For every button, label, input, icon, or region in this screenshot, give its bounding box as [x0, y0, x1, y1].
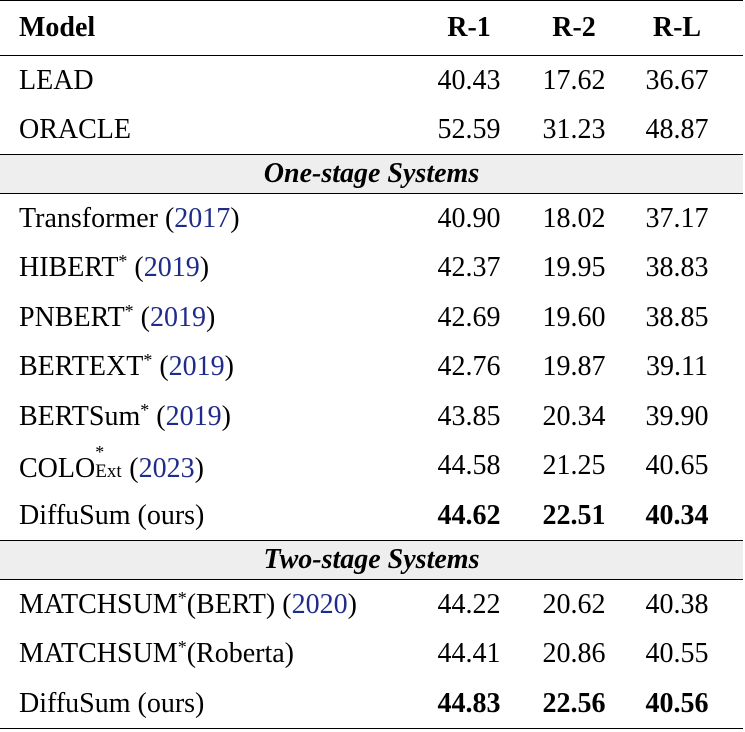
score-r2: 20.34: [542, 400, 606, 432]
table-row-oracle: ORACLE 52.59 31.23 48.87: [0, 105, 743, 155]
score-rl: 40.34: [645, 499, 709, 531]
model-name-cell: HIBERT* (2019): [19, 251, 210, 284]
table-row-matchsum-bert: MATCHSUM*(BERT) (2020) 44.22 20.62 40.38: [0, 580, 743, 630]
score-r1: 40.43: [437, 64, 501, 96]
score-r2: 22.56: [523, 679, 625, 730]
model-name: BERTSum: [19, 400, 141, 432]
model-name: HIBERT: [19, 252, 119, 284]
asterisk-mark: *: [118, 251, 128, 272]
score-r1: 52.59: [437, 113, 501, 145]
score-r2: 18.02: [542, 202, 606, 234]
score-r1: 40.90: [437, 202, 501, 234]
model-name: ORACLE: [19, 113, 131, 145]
score-rl: 40.55: [645, 638, 709, 670]
header-r2: R-2: [523, 0, 625, 56]
asterisk-mark: *: [95, 442, 105, 463]
score-rl: 39.90: [645, 400, 709, 432]
score-r2: 21.25: [542, 450, 606, 482]
score-rl: 39.11: [646, 351, 708, 383]
model-name-cell: MATCHSUM*(BERT) (2020): [19, 587, 357, 620]
citation-link[interactable]: 2019: [165, 400, 222, 432]
section-title: Two-stage Systems: [0, 540, 743, 581]
table-row-transformer: Transformer (2017) 40.90 18.02 37.17: [0, 194, 743, 244]
citation-link[interactable]: 2023: [138, 453, 195, 485]
super-sub-script: * Ext: [95, 443, 129, 481]
score-r2: 20.86: [542, 638, 606, 670]
section-two-stage: Two-stage Systems: [0, 540, 743, 581]
asterisk-mark: *: [177, 637, 187, 658]
model-name-cell: PNBERT* (2019): [19, 300, 216, 333]
model-variant: (Roberta): [186, 638, 294, 670]
score-rl: 40.38: [645, 588, 709, 620]
header-r1: R-1: [413, 0, 523, 56]
asterisk-mark: *: [177, 587, 187, 608]
model-name-cell: BERTSum* (2019): [19, 399, 231, 432]
table-row-lead: LEAD 40.43 17.62 36.67: [0, 56, 743, 106]
score-rl: 48.87: [645, 113, 709, 145]
score-rl: 38.85: [645, 301, 709, 333]
model-name: COLO: [19, 453, 96, 485]
citation-link[interactable]: 2017: [174, 202, 231, 234]
score-rl: 37.17: [645, 202, 709, 234]
model-name-cell: MATCHSUM*(Roberta): [0, 629, 413, 679]
model-name: LEAD: [19, 64, 94, 96]
citation-link[interactable]: 2019: [168, 351, 225, 383]
header-rl: R-L: [625, 0, 743, 56]
score-r2: 31.23: [542, 113, 606, 145]
model-name: MATCHSUM: [19, 638, 178, 670]
model-name: MATCHSUM: [19, 588, 178, 620]
score-rl: 40.65: [645, 450, 709, 482]
model-name-cell: Transformer (2017): [19, 202, 240, 234]
asterisk-mark: *: [124, 300, 134, 321]
score-r1: 44.58: [437, 450, 501, 482]
citation-link[interactable]: 2019: [150, 301, 206, 333]
table-row-diffusum-two-stage: DiffuSum (ours) 44.83 22.56 40.56: [0, 679, 743, 730]
score-rl: 38.83: [645, 252, 709, 284]
score-r2: 17.62: [542, 64, 606, 96]
section-one-stage: One-stage Systems: [0, 154, 743, 195]
score-r1: 43.85: [437, 400, 501, 432]
score-rl: 40.56: [625, 679, 743, 730]
score-rl: 36.67: [645, 64, 709, 96]
score-r2: 20.62: [542, 588, 606, 620]
score-r2: 19.95: [542, 252, 606, 284]
model-name: BERTEXT: [19, 351, 144, 383]
score-r2: 19.87: [542, 351, 606, 383]
table-row-hibert: HIBERT* (2019) 42.37 19.95 38.83: [0, 243, 743, 293]
asterisk-mark: *: [140, 399, 150, 420]
model-name-cell: BERTEXT* (2019): [19, 350, 234, 383]
model-name: DiffuSum (ours): [19, 499, 205, 531]
score-r1: 42.76: [437, 351, 501, 383]
model-name-cell: COLO * Ext (2023): [19, 442, 204, 485]
table-row-bertsum: BERTSum* (2019) 43.85 20.34 39.90: [0, 392, 743, 442]
score-r1: 44.22: [437, 588, 501, 620]
citation-link[interactable]: 2020: [291, 588, 348, 620]
score-r2: 22.51: [542, 499, 606, 531]
score-r1: 42.69: [437, 301, 501, 333]
section-title: One-stage Systems: [0, 154, 743, 195]
citation-link[interactable]: 2019: [143, 252, 200, 284]
table-row-pnbert: PNBERT* (2019) 42.69 19.60 38.85: [0, 293, 743, 343]
header-row: Model R-1 R-2 R-L: [0, 0, 743, 56]
model-variant: (BERT): [186, 588, 276, 620]
table-row-diffusum-one-stage: DiffuSum (ours) 44.62 22.51 40.34: [0, 491, 743, 541]
model-name: PNBERT: [19, 301, 125, 333]
model-name: DiffuSum (ours): [0, 679, 413, 730]
table-row-colo: COLO * Ext (2023) 44.58 21.25 40.65: [0, 442, 743, 492]
score-r1: 44.62: [437, 499, 501, 531]
score-r2: 19.60: [542, 301, 606, 333]
score-r1: 44.83: [413, 679, 523, 730]
asterisk-mark: *: [143, 350, 153, 371]
table-row-matchsum-roberta: MATCHSUM*(Roberta) 44.41 20.86 40.55: [0, 629, 743, 679]
table-row-bertext: BERTEXT* (2019) 42.76 19.87 39.11: [0, 342, 743, 392]
score-r1: 42.37: [437, 252, 501, 284]
subscript-ext: Ext: [95, 461, 122, 483]
model-name: Transformer: [19, 202, 158, 234]
score-r1: 44.41: [437, 638, 501, 670]
header-model: Model: [0, 0, 413, 56]
